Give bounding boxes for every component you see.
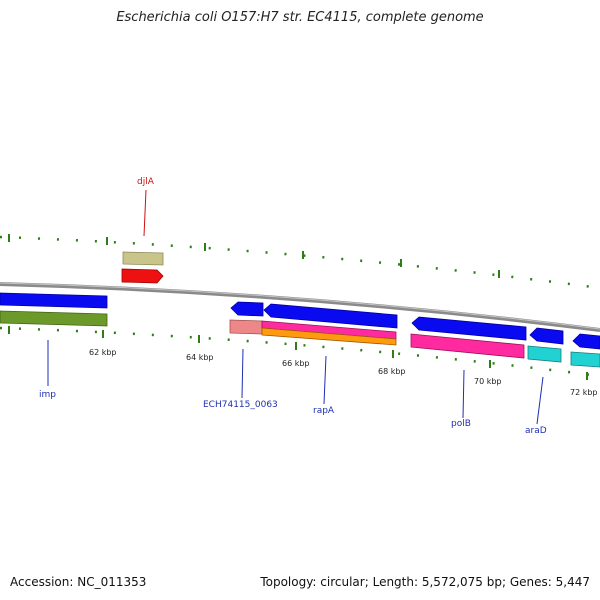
tick-label-70: 70 kbp — [474, 377, 502, 386]
djlA-arrow — [121, 268, 164, 284]
lower-major-ticks — [8, 326, 588, 380]
gene-label-djlA: djlA — [137, 177, 155, 187]
djlA-bar — [122, 251, 164, 266]
upper-major-ticks — [8, 234, 500, 278]
gene-label-ECH74115_0063: ECH74115_0063 — [203, 400, 278, 410]
imp-gene-arrow — [0, 292, 108, 309]
rapA-arrow — [263, 303, 398, 329]
topology-value: circular — [320, 575, 365, 589]
upper-strand-features — [121, 251, 164, 284]
tick-label-68: 68 kbp — [378, 367, 406, 376]
length-value: 5,572,075 bp — [421, 575, 502, 589]
polB-leader — [462, 369, 465, 419]
rapA-orange-bar — [261, 327, 397, 346]
lower-strand-row2 — [0, 310, 600, 368]
araD-leader — [536, 376, 544, 425]
ECH74115_0063-leader — [241, 348, 244, 399]
genes-value: 5,447 — [555, 575, 590, 589]
label-leader-lines — [47, 189, 544, 425]
topology-label: Topology: — [260, 575, 317, 589]
polB-arrow — [411, 316, 527, 341]
next-region-bar — [570, 351, 600, 368]
imp-region-bar — [0, 310, 108, 327]
rapA-leader — [323, 355, 327, 405]
backbone-highlight — [0, 282, 600, 330]
tick-label-64: 64 kbp — [186, 353, 214, 362]
gene-label-araD: araD — [525, 426, 547, 436]
tick-label-66: 66 kbp — [282, 359, 310, 368]
gene-labels: djlA imp ECH74115_0063 rapA polB araD — [39, 177, 547, 436]
accession-footer: Accession: NC_011353 — [10, 575, 146, 589]
accession-label: Accession: — [10, 575, 74, 589]
tick-labels: 62 kbp 64 kbp 66 kbp 68 kbp 70 kbp 72 kb… — [89, 348, 598, 397]
gene-label-polB: polB — [451, 419, 471, 429]
accession-value: NC_011353 — [77, 575, 147, 589]
genome-summary-footer: Topology: circular; Length: 5,572,075 bp… — [260, 575, 590, 589]
ECH74115_0063-bar — [229, 319, 263, 335]
araD-region-bar — [527, 345, 562, 363]
genes-label: Genes: — [509, 575, 552, 589]
polB-region-bar — [410, 333, 525, 359]
genome-backbone — [0, 282, 600, 332]
upper-tick-dots — [0, 235, 600, 290]
length-label: Length: — [372, 575, 419, 589]
gene-label-imp: imp — [39, 390, 56, 400]
genome-title: Escherichia coli O157:H7 str. EC4115, co… — [116, 10, 484, 25]
next-gene-arrow — [572, 333, 600, 350]
tick-label-62: 62 kbp — [89, 348, 117, 357]
araD-arrow — [529, 327, 564, 345]
ECH74115_0063-arrow — [230, 301, 264, 317]
tick-label-72: 72 kbp — [570, 388, 598, 397]
gene-label-rapA: rapA — [313, 406, 335, 416]
lower-strand-row1 — [0, 292, 600, 350]
djlA-leader — [143, 189, 147, 237]
